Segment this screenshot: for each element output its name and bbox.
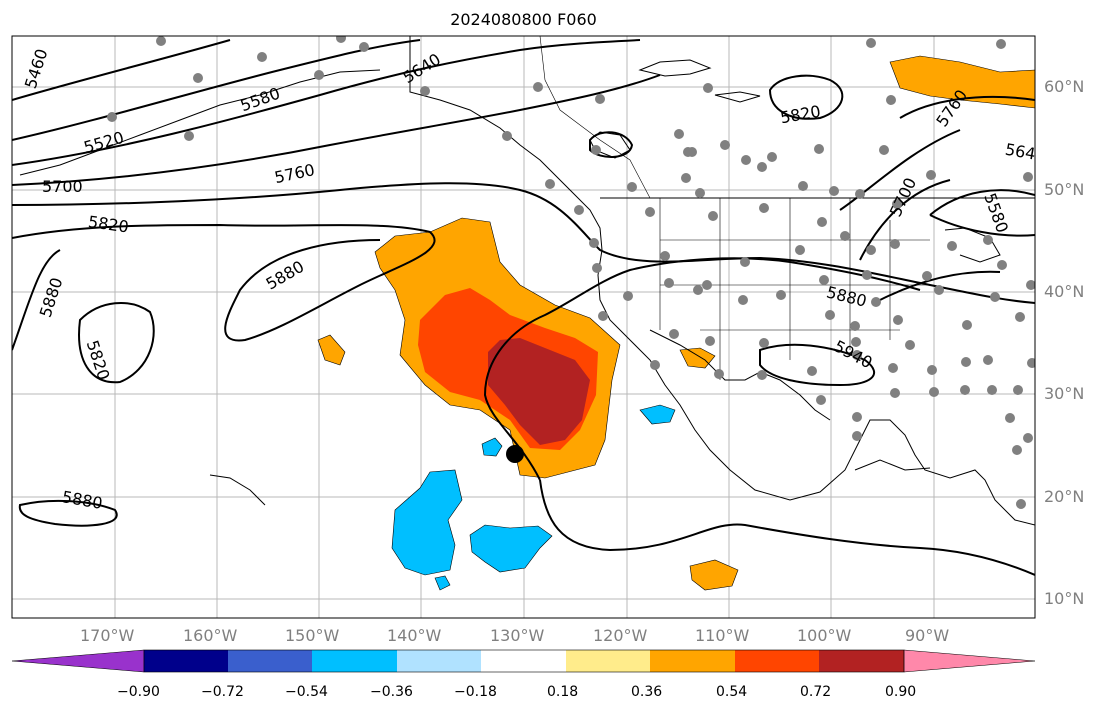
colorbar-segment bbox=[397, 650, 481, 672]
colorbar-tick-label: −0.72 bbox=[201, 684, 244, 700]
height-contours bbox=[12, 39, 1035, 576]
lon-label-140w: 140°W bbox=[387, 626, 442, 645]
lon-label-130w: 130°W bbox=[490, 626, 545, 645]
colorbar-tick-label: −0.54 bbox=[285, 684, 328, 700]
lon-label-100w: 100°W bbox=[797, 626, 852, 645]
positive-anomaly-region bbox=[317, 55, 1035, 591]
colorbar-tick-label: 0.72 bbox=[800, 684, 832, 700]
colorbar-segment bbox=[228, 650, 312, 672]
colorbar-segment bbox=[566, 650, 650, 672]
lon-label-160w: 160°W bbox=[183, 626, 238, 645]
lat-label-30n: 30°N bbox=[1044, 384, 1085, 403]
colorbar-segment bbox=[312, 650, 397, 672]
gridlines bbox=[12, 36, 1035, 618]
lon-label-110w: 110°W bbox=[695, 626, 750, 645]
lon-label-170w: 170°W bbox=[80, 626, 135, 645]
colorbar bbox=[11, 649, 1036, 673]
colorbar-segment bbox=[819, 650, 904, 672]
contour-label: 5700 bbox=[42, 177, 83, 196]
colorbar-upper-triangle bbox=[903, 649, 1036, 673]
colorbar-segment bbox=[735, 650, 819, 672]
lat-label-40n: 40°N bbox=[1044, 282, 1085, 301]
lat-label-10n: 10°N bbox=[1044, 589, 1085, 608]
colorbar-segment bbox=[650, 650, 735, 672]
station-markers bbox=[107, 36, 1035, 509]
colorbar-tick-label: −0.18 bbox=[454, 684, 497, 700]
map-border bbox=[11, 35, 1036, 619]
colorbar-lower-triangle bbox=[11, 649, 145, 673]
lon-label-120w: 120°W bbox=[593, 626, 648, 645]
colorbar-border bbox=[143, 649, 905, 673]
colorbar-segment bbox=[481, 650, 566, 672]
colorbar-tick-label: −0.36 bbox=[370, 684, 413, 700]
lon-label-90w: 90°W bbox=[905, 626, 950, 645]
negative-anomaly-region bbox=[391, 404, 676, 591]
colorbar-tick-label: −0.90 bbox=[117, 684, 160, 700]
lat-label-50n: 50°N bbox=[1044, 180, 1085, 199]
colorbar-tick-label: 0.18 bbox=[547, 684, 579, 700]
map-title: 2024080800 F060 bbox=[450, 10, 597, 29]
lat-label-60n: 60°N bbox=[1044, 77, 1085, 96]
coastlines bbox=[19, 36, 1035, 526]
colorbar-tick-label: 0.54 bbox=[716, 684, 748, 700]
colorbar-tick-label: 0.36 bbox=[631, 684, 663, 700]
lat-label-20n: 20°N bbox=[1044, 487, 1085, 506]
storm-center-marker bbox=[506, 445, 524, 463]
colorbar-segment bbox=[144, 650, 228, 672]
colorbar-tick-label: 0.90 bbox=[885, 684, 917, 700]
lon-label-150w: 150°W bbox=[285, 626, 340, 645]
